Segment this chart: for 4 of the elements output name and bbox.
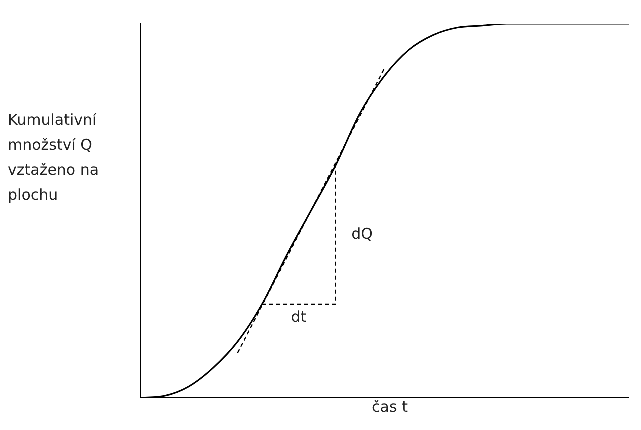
y-axis-title: Kumulativní množství Q vztaženo na plochu: [8, 110, 100, 206]
annotation: dt: [291, 308, 307, 326]
x-axis-title: čas t: [371, 398, 409, 416]
annotation: dQ: [352, 225, 373, 244]
